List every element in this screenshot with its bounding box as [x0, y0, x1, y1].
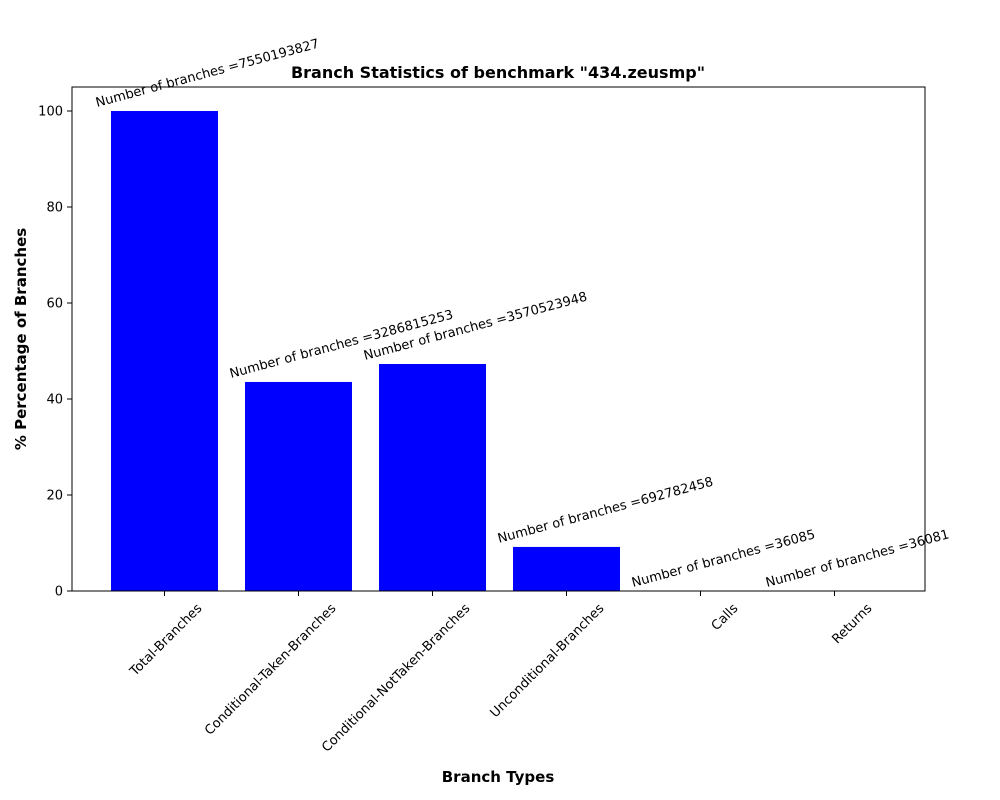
x-tick-label: Conditional-NotTaken-Branches: [319, 601, 473, 755]
chart-title: Branch Statistics of benchmark "434.zeus…: [291, 63, 705, 82]
y-tick-label: 40: [46, 393, 63, 408]
x-tick-label: Calls: [709, 601, 742, 634]
data-label: Number of branches =7550193827: [94, 37, 321, 111]
bar-1: [111, 111, 218, 591]
bar-2: [245, 381, 352, 591]
data-labels-layer: Number of branches =7550193827 Number of …: [94, 37, 951, 591]
x-tick-label: Conditional-Taken-Branches: [202, 601, 339, 738]
x-axis: Total-BranchesConditional-Taken-Branches…: [127, 591, 875, 755]
y-axis: 0 20 40 60 80 100: [38, 105, 72, 600]
y-tick-label: 60: [46, 297, 63, 312]
x-tick-label: Returns: [829, 601, 875, 647]
y-tick-label: 0: [55, 585, 63, 600]
x-axis-title: Branch Types: [442, 768, 555, 786]
y-axis-title: % Percentage of Branches: [12, 228, 30, 450]
bar-3: [379, 364, 486, 591]
y-tick-label: 20: [46, 489, 63, 504]
data-label: Number of branches =692782458: [496, 475, 715, 547]
bar-4: [513, 546, 620, 591]
y-tick-label: 100: [38, 105, 63, 120]
plot-area-frame: [71, 86, 926, 592]
x-tick-label: Total-Branches: [127, 601, 206, 680]
y-tick-label: 80: [46, 201, 63, 216]
x-tick-label: Unconditional-Branches: [488, 601, 608, 721]
bars-layer: [111, 111, 888, 591]
